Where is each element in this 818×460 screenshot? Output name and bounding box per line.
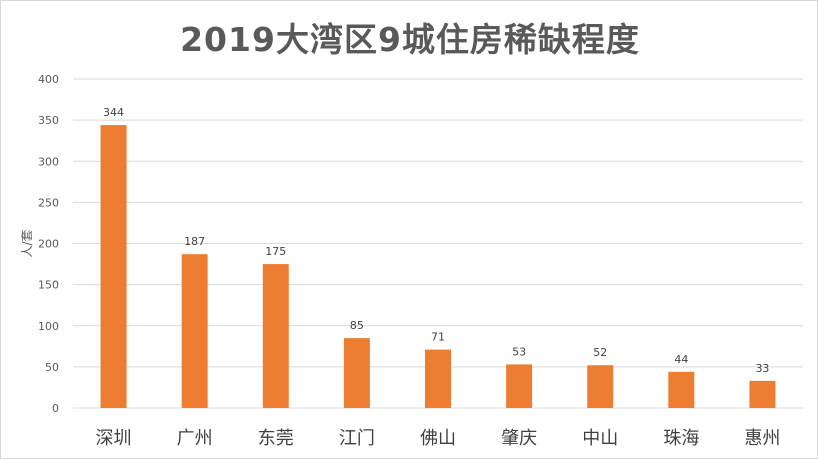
data-label: 175	[265, 245, 286, 258]
y-tick-label: 250	[38, 196, 59, 209]
data-label: 85	[350, 319, 364, 332]
bar	[100, 125, 127, 408]
bar	[343, 338, 370, 408]
chart-title: 2019大湾区9城住房稀缺程度	[180, 20, 640, 59]
y-axis-label: 人/套	[20, 229, 34, 257]
data-label: 71	[431, 331, 445, 344]
data-label: 44	[674, 353, 688, 366]
y-axis-ticks: 0 50 100 150 200 250 300 350 400	[38, 73, 59, 415]
bar	[425, 349, 451, 408]
x-tick-label: 广州	[177, 428, 213, 449]
y-tick-label: 400	[38, 73, 59, 86]
bar	[587, 365, 614, 408]
y-tick-label: 300	[38, 155, 59, 168]
data-label: 33	[755, 362, 769, 375]
x-tick-label: 江门	[339, 428, 375, 449]
y-tick-label: 100	[38, 320, 59, 333]
bar-series	[100, 125, 776, 408]
x-tick-label: 东莞	[258, 428, 294, 449]
x-tick-label: 肇庆	[501, 428, 537, 449]
x-axis-ticks: 深圳 广州 东莞 江门 佛山 肇庆 中山 珠海 惠州	[96, 428, 781, 449]
x-tick-label: 珠海	[663, 428, 699, 449]
data-label: 344	[103, 106, 124, 119]
data-label: 52	[593, 346, 607, 359]
x-tick-label: 深圳	[96, 428, 132, 449]
data-labels: 344 187 175 85 71 53 52 44 33	[103, 106, 769, 375]
y-tick-label: 350	[38, 114, 59, 127]
y-tick-label: 50	[45, 361, 59, 374]
y-tick-label: 150	[38, 279, 59, 292]
bar	[668, 371, 695, 408]
bar	[181, 254, 208, 408]
bar	[749, 380, 776, 408]
bar	[262, 264, 289, 408]
x-tick-label: 中山	[582, 428, 618, 449]
data-label: 187	[184, 235, 205, 248]
y-tick-label: 0	[52, 402, 59, 415]
bar	[506, 364, 533, 408]
data-label: 53	[512, 345, 526, 358]
y-tick-label: 200	[38, 238, 59, 251]
x-tick-label: 佛山	[420, 428, 456, 449]
x-tick-label: 惠州	[744, 428, 780, 449]
